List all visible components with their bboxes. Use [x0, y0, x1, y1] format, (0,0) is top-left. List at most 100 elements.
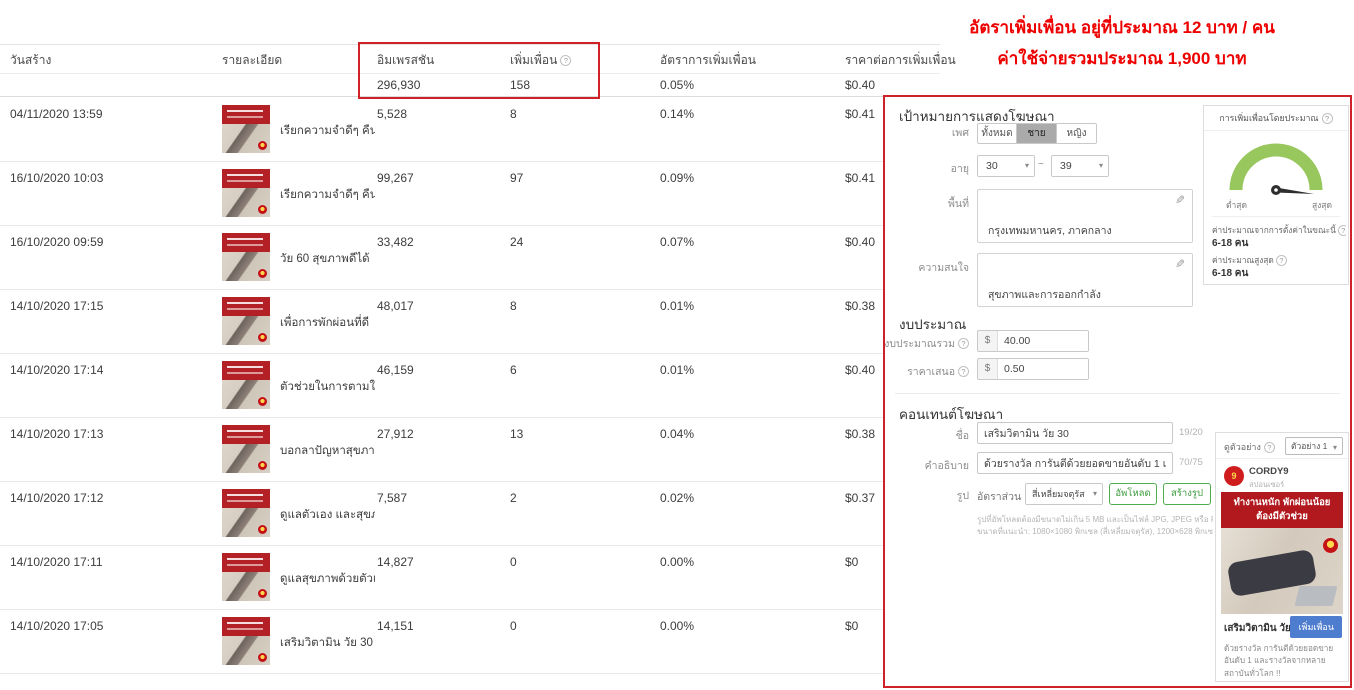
chevron-down-icon: ▾ — [1098, 161, 1103, 170]
estimate-max-label: ค่าประมาณสูงสุด ? — [1212, 253, 1346, 267]
preview-ad-title: เสริมวิตามิน วัย 30 — [1224, 623, 1305, 634]
row-cost: $0.40 — [845, 363, 876, 377]
summary-impressions: 296,930 — [377, 78, 421, 92]
bid-price-input[interactable] — [998, 359, 1088, 379]
row-impressions: 14,151 — [377, 619, 414, 633]
currency-prefix: $ — [978, 359, 998, 379]
row-friends: 13 — [510, 427, 524, 441]
row-cost: $0 — [845, 619, 859, 633]
estimate-gauge — [1229, 143, 1323, 195]
gender-option-male[interactable]: ชาย — [1017, 123, 1057, 144]
preview-ad-description: ด้วยรางวัล การันตีด้วยยอดขายอันดับ 1 และ… — [1224, 644, 1334, 678]
preview-selector[interactable]: ตัวอย่าง 1 ▾ — [1285, 437, 1343, 455]
bid-price-label: ราคาเสนอ ? — [885, 363, 969, 380]
add-friend-button[interactable]: เพิ่มเพื่อน — [1290, 616, 1342, 638]
row-rate: 0.07% — [660, 235, 695, 249]
edit-area-pencil-icon[interactable]: ✎ — [1174, 193, 1185, 207]
laptop-shape — [1294, 586, 1338, 606]
column-header-friends: เพิ่มเพื่อน ? — [510, 45, 572, 75]
row-rate: 0.14% — [660, 107, 695, 121]
info-icon[interactable]: ? — [560, 54, 572, 66]
estimate-card-title: การเพิ่มเพื่อนโดยประมาณ ? — [1204, 106, 1348, 131]
age-from-select[interactable]: 30 ▾ — [977, 155, 1035, 177]
row-friends: 24 — [510, 235, 524, 249]
targeting-section-title: เป้าหมายการแสดงโฆษณา — [899, 109, 1055, 124]
interest-value: สุขภาพและการออกกำลัง — [988, 289, 1101, 301]
row-date: 14/10/2020 17:15 — [10, 299, 104, 313]
row-description: เรียกความจำดีๆ คืนมา — [280, 125, 375, 137]
table-row[interactable]: 16/10/2020 09:59 วัย 60 สุขภาพดีได้ 33,4… — [0, 226, 940, 290]
estimate-current-value: 6-18 คน — [1212, 238, 1249, 249]
gender-option-female[interactable]: หญิง — [1057, 123, 1097, 144]
row-cost: $0.41 — [845, 107, 876, 121]
thumbnail-banner — [222, 425, 270, 444]
row-description: เพื่อการพักผ่อนที่ดี — [280, 317, 370, 329]
table-row[interactable]: 14/10/2020 17:13 บอกลาปัญหาสุขภาพ 27,912… — [0, 418, 940, 482]
table-row[interactable]: 14/10/2020 17:11 ดูแลสุขภาพด้วยตัวเอง 14… — [0, 546, 940, 610]
row-impressions: 7,587 — [377, 491, 408, 505]
age-label: อายุ — [950, 163, 969, 175]
ratio-select[interactable]: สี่เหลี่ยมจตุรัส ▾ — [1025, 483, 1103, 505]
ad-banner-text: ทำงานหนัก พักผ่อนน้อย ต้องมีตัวช่วย — [1221, 492, 1343, 528]
upload-button[interactable]: อัพโหลด — [1109, 483, 1157, 505]
total-budget-input[interactable] — [998, 331, 1088, 351]
row-date: 14/10/2020 17:11 — [10, 555, 103, 569]
ad-name-label: ชื่อ — [955, 430, 969, 442]
gender-segmented-control: ทั้งหมด ชาย หญิง — [977, 123, 1097, 144]
row-impressions: 99,267 — [377, 171, 414, 185]
row-friends: 97 — [510, 171, 524, 185]
ad-preview-card: ดูตัวอย่าง ? ตัวอย่าง 1 ▾ 9 CORDY9 สปอนเ… — [1215, 432, 1349, 682]
table-row[interactable]: 14/10/2020 17:14 ตัวช่วยในการตามใจปาก 46… — [0, 354, 940, 418]
info-icon[interactable]: ? — [1321, 112, 1333, 124]
table-body: 04/11/2020 13:59 เรียกความจำดีๆ คืนมา 5,… — [0, 98, 940, 674]
row-friends: 8 — [510, 299, 517, 313]
age-to-value: 39 — [1060, 160, 1072, 172]
info-icon[interactable]: ? — [958, 338, 969, 349]
row-description: ดูแลตัวเอง และสุขภาพ — [280, 509, 375, 521]
divider — [895, 393, 1340, 394]
row-date: 14/10/2020 17:14 — [10, 363, 104, 377]
thumbnail-logo-icon — [258, 525, 267, 534]
age-separator: ~ — [1038, 159, 1044, 170]
row-cost: $0.38 — [845, 427, 876, 441]
row-rate: 0.00% — [660, 555, 695, 569]
ad-name-input[interactable] — [977, 422, 1173, 444]
edit-interest-pencil-icon[interactable]: ✎ — [1174, 257, 1185, 271]
gauge-min-label: ต่ำสุด — [1226, 200, 1248, 210]
table-row[interactable]: 16/10/2020 10:03 เรียกความจำดีๆ คืนมา 99… — [0, 162, 940, 226]
row-rate: 0.00% — [660, 619, 695, 633]
table-row[interactable]: 14/10/2020 17:12 ดูแลตัวเอง และสุขภาพ 7,… — [0, 482, 940, 546]
gender-label: เพศ — [951, 127, 969, 139]
content-section-title: คอนเทนต์โฆษณา — [899, 407, 1004, 422]
total-budget-label: งบประมาณรวม ? — [884, 335, 969, 352]
ad-description-counter: 70/75 — [1179, 457, 1203, 468]
row-impressions: 48,017 — [377, 299, 414, 313]
estimate-card: การเพิ่มเพื่อนโดยประมาณ ? ต่ำสุด สูงสุด … — [1203, 105, 1349, 285]
currency-prefix: $ — [978, 331, 998, 351]
info-icon[interactable]: ? — [958, 366, 969, 377]
ad-thumbnail — [222, 169, 270, 217]
thumbnail-banner — [222, 169, 270, 188]
row-friends: 8 — [510, 107, 517, 121]
table-row[interactable]: 14/10/2020 17:05 เสริมวิตามิน วัย 30 14,… — [0, 610, 940, 674]
row-description: ดูแลสุขภาพด้วยตัวเอง — [280, 573, 375, 585]
table-row[interactable]: 04/11/2020 13:59 เรียกความจำดีๆ คืนมา 5,… — [0, 98, 940, 162]
table-row[interactable]: 14/10/2020 17:15 เพื่อการพักผ่อนที่ดี 48… — [0, 290, 940, 354]
interest-box: ✎ สุขภาพและการออกกำลัง — [977, 253, 1193, 307]
column-header-impressions: อิมเพรสชัน — [377, 53, 435, 67]
age-to-select[interactable]: 39 ▾ — [1051, 155, 1109, 177]
ad-settings-panel: เป้าหมายการแสดงโฆษณา เพศ ทั้งหมด ชาย หญิ… — [883, 95, 1352, 688]
info-icon[interactable]: ? — [1263, 441, 1275, 453]
create-image-button[interactable]: สร้างรูป — [1163, 483, 1211, 505]
ad-description-input[interactable] — [977, 452, 1173, 474]
info-icon[interactable]: ? — [1337, 224, 1346, 236]
row-friends: 2 — [510, 491, 517, 505]
thumbnail-banner — [222, 553, 270, 572]
gender-option-all[interactable]: ทั้งหมด — [977, 123, 1017, 144]
ad-thumbnail — [222, 233, 270, 281]
row-impressions: 27,912 — [377, 427, 414, 441]
chevron-down-icon: ▾ — [1024, 161, 1029, 170]
row-rate: 0.04% — [660, 427, 695, 441]
info-icon[interactable]: ? — [1275, 254, 1287, 266]
